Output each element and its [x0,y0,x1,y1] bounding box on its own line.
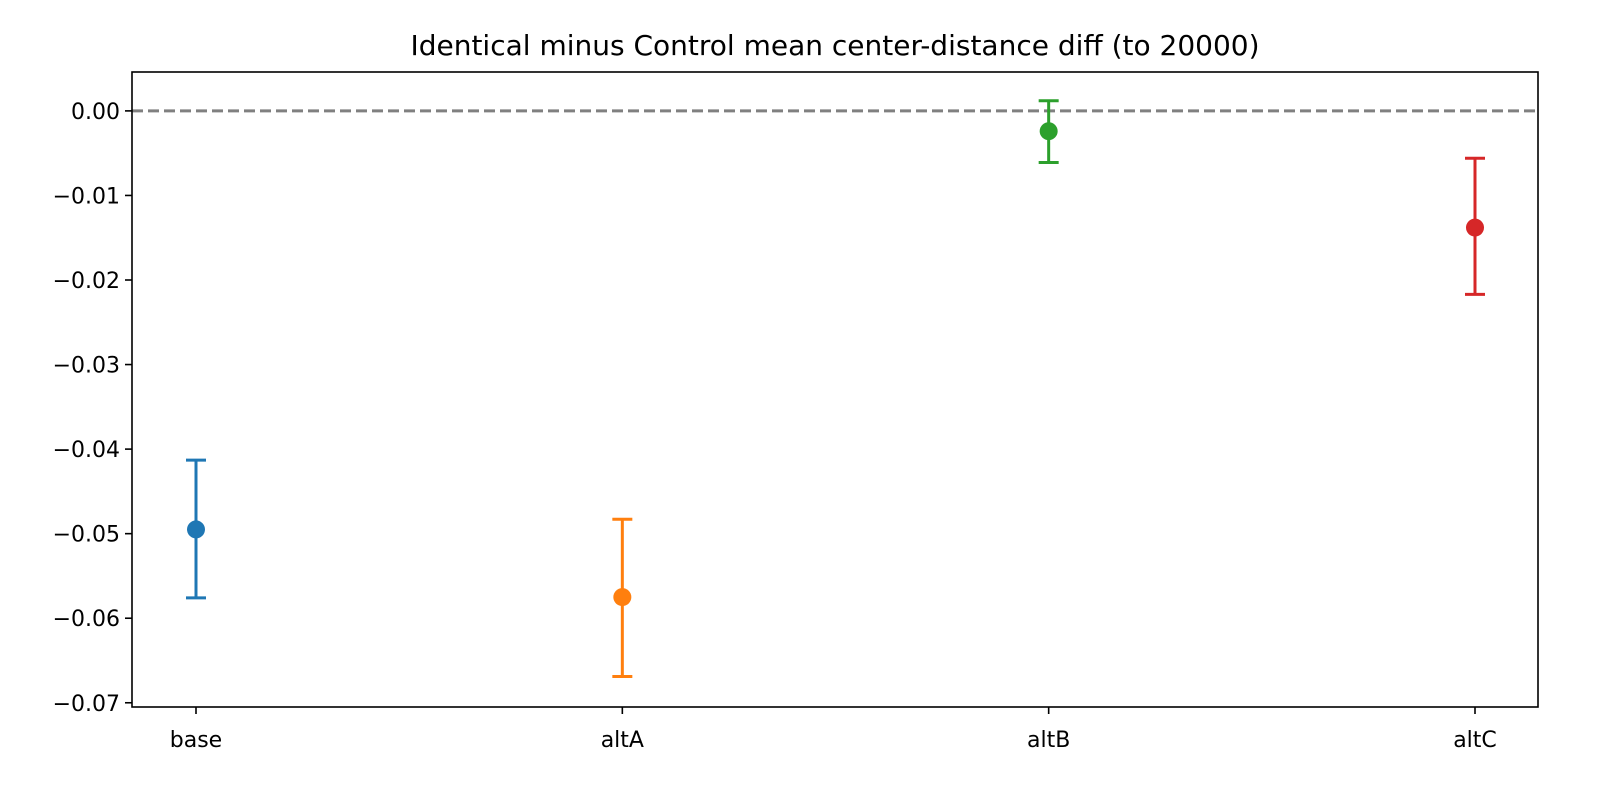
chart-title: Identical minus Control mean center-dist… [410,29,1259,62]
y-tick-label: 0.00 [71,100,120,125]
errorbar-point-base [186,458,206,600]
data-point [1039,122,1058,141]
plot-frame [131,71,1539,708]
y-tick-label: −0.04 [53,438,120,463]
y-tick-label: −0.03 [53,354,120,379]
data-point [187,520,205,539]
errorbar-point-altA [612,517,633,679]
x-tick-label: altB [1027,728,1070,753]
y-tick-label: −0.02 [53,269,120,294]
y-tick-label: −0.07 [53,692,120,717]
y-tick-label: −0.05 [53,523,120,548]
x-tick-label: base [170,728,222,753]
x-tick-label: altC [1453,728,1497,753]
y-tick-label: −0.01 [53,184,120,209]
errorbar-point-altB [1038,99,1059,164]
x-tick-label: altA [601,728,644,753]
data-point [613,588,632,607]
y-tick-label: −0.06 [53,607,120,632]
errorbar-point-altC [1465,156,1485,296]
data-point [1466,218,1484,237]
